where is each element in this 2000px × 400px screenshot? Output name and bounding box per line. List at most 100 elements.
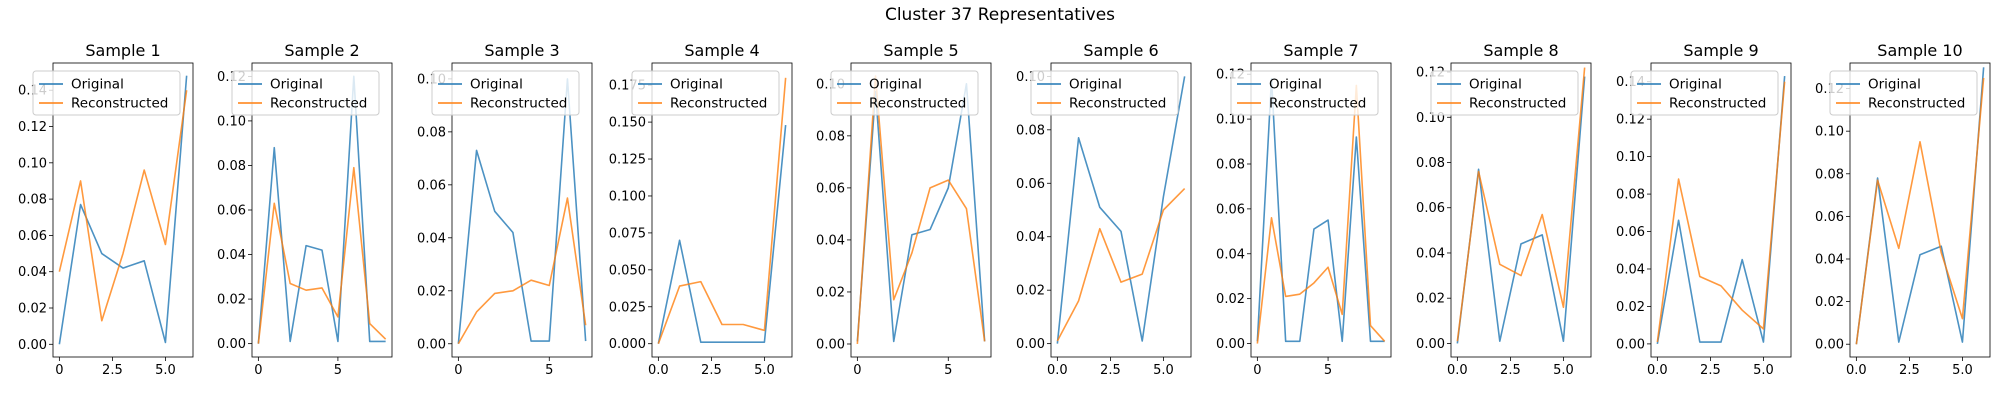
legend-label-reconstructed: Reconstructed <box>71 96 168 112</box>
y-tick-label: 0.00 <box>816 337 845 352</box>
y-tick-label: 0.08 <box>1016 123 1045 138</box>
subplot-8: Sample 80.000.020.040.060.080.100.120.0 2… <box>1416 41 1592 378</box>
x-tick-label: 0 <box>254 363 262 378</box>
series-line-reconstructed <box>1256 84 1386 344</box>
legend-label-original: Original <box>71 77 124 93</box>
y-tick-label: 0.02 <box>1416 292 1445 307</box>
legend-label-original: Original <box>869 77 922 93</box>
series-line-reconstructed <box>1656 81 1786 343</box>
legend-label-original: Original <box>1669 77 1722 93</box>
subplot-title: Sample 4 <box>684 41 759 60</box>
y-tick-label: 0.00 <box>1416 337 1445 352</box>
y-tick-label: 0.08 <box>217 159 246 174</box>
legend-box <box>32 70 181 116</box>
legend-label-reconstructed: Reconstructed <box>1469 96 1566 112</box>
legend-label-reconstructed: Reconstructed <box>1069 96 1166 112</box>
y-tick-label: 0.02 <box>1815 295 1844 310</box>
subplot-4: Sample 4 0.000 0.025 0.050 0.075 0.100 0.125 0.… <box>609 41 793 378</box>
axes-frame <box>1650 62 1792 358</box>
x-tick-label: 5 <box>1324 363 1332 378</box>
series-line-reconstructed <box>58 90 188 322</box>
legend-label-original: Original <box>1069 77 1122 93</box>
axes-frame <box>251 62 393 358</box>
y-tick-label: 0.02 <box>217 293 246 308</box>
y-tick-label: 0.050 <box>609 263 646 278</box>
subplot-2: Sample 20.000.020.040.060.080.100.1205Or… <box>217 41 393 378</box>
x-tick-label: 0.0 <box>1047 363 1068 378</box>
x-tick-label: 5.0 <box>1952 363 1973 378</box>
series-line-original <box>1256 77 1385 343</box>
legend-label-reconstructed: Reconstructed <box>869 96 966 112</box>
legend-box <box>1030 70 1179 116</box>
x-tick-label: 5 <box>545 363 553 378</box>
x-tick-label: 5.0 <box>754 363 775 378</box>
axes-frame <box>52 62 194 358</box>
legend-box <box>1630 70 1779 116</box>
series-line-original <box>1855 67 1985 345</box>
y-tick-label: 0.08 <box>1616 188 1645 203</box>
y-tick-label: 0.02 <box>1216 292 1245 307</box>
y-tick-label: 0.08 <box>417 125 446 140</box>
x-tick-label: 0.0 <box>1447 363 1468 378</box>
y-tick-label: 0.02 <box>18 302 47 317</box>
y-tick-label: 0.06 <box>18 229 47 244</box>
axes-frame <box>1450 62 1592 358</box>
y-tick-label: 0.04 <box>1216 247 1245 262</box>
figure-suptitle: Cluster 37 Representatives <box>885 5 1115 25</box>
legend-label-reconstructed: Reconstructed <box>470 96 567 112</box>
legend: Original Reconstructed <box>1030 70 1179 116</box>
y-tick-label: 0.00 <box>217 337 246 352</box>
subplot-5: Sample 50.000.020.040.060.080.1005Origin… <box>816 41 992 378</box>
legend-label-original: Original <box>1868 77 1921 93</box>
series-line-original <box>58 75 188 345</box>
x-tick-label: 0.0 <box>648 363 669 378</box>
legend-label-reconstructed: Reconstructed <box>270 96 367 112</box>
y-tick-label: 0.06 <box>1216 202 1245 217</box>
legend-box <box>1829 70 1978 116</box>
legend: Original Reconstructed <box>631 70 780 116</box>
subplot-title: Sample 3 <box>484 41 559 60</box>
legend-box <box>231 70 380 116</box>
subplot-grid: Sample 10.000.020.040.060.080.100.120.14… <box>18 41 1991 378</box>
subplot-3: Sample 30.000.020.040.060.080.1005Origin… <box>417 41 593 378</box>
y-tick-label: 0.10 <box>1616 150 1645 165</box>
legend-label-original: Original <box>1269 77 1322 93</box>
legend-label-original: Original <box>270 77 323 93</box>
series-line-original <box>457 78 587 344</box>
subplot-title: Sample 9 <box>1683 41 1758 60</box>
y-tick-label: 0.08 <box>816 129 845 144</box>
series-line-original <box>1056 76 1186 344</box>
y-tick-label: 0.04 <box>417 231 446 246</box>
series-line-reconstructed <box>856 75 986 345</box>
subplot-7: Sample 70.000.020.040.060.080.100.1205Or… <box>1216 41 1392 378</box>
y-tick-label: 0.04 <box>217 248 246 263</box>
x-tick-label: 2.5 <box>1100 363 1121 378</box>
subplot-title: Sample 6 <box>1083 41 1158 60</box>
subplot-title: Sample 1 <box>85 41 160 60</box>
axes-frame <box>1849 62 1991 358</box>
y-tick-label: 0.00 <box>1216 337 1245 352</box>
x-tick-label: 2.5 <box>1500 363 1521 378</box>
series-line-reconstructed <box>1855 77 1985 345</box>
subplot-title: Sample 7 <box>1283 41 1358 60</box>
series-line-reconstructed <box>1056 188 1186 342</box>
axes-frame <box>1250 62 1392 358</box>
legend: Original Reconstructed <box>231 70 380 116</box>
y-tick-label: 0.125 <box>609 153 646 168</box>
series-line-reconstructed <box>257 166 387 344</box>
y-tick-label: 0.08 <box>1416 156 1445 171</box>
y-tick-label: 0.04 <box>1016 230 1045 245</box>
x-tick-label: 0.0 <box>1647 363 1668 378</box>
legend: Original Reconstructed <box>1630 70 1779 116</box>
subplot-9: Sample 90.000.020.040.060.080.100.120.14… <box>1616 41 1792 378</box>
legend-label-original: Original <box>1469 77 1522 93</box>
axes-frame <box>1050 62 1192 358</box>
y-tick-label: 0.00 <box>1815 338 1844 353</box>
x-tick-label: 5 <box>944 363 952 378</box>
y-tick-label: 0.06 <box>1016 177 1045 192</box>
y-tick-label: 0.10 <box>1815 125 1844 140</box>
subplot-1: Sample 10.000.020.040.060.080.100.120.14… <box>18 41 194 378</box>
legend: Original Reconstructed <box>1829 70 1978 116</box>
legend-box <box>1230 70 1379 116</box>
